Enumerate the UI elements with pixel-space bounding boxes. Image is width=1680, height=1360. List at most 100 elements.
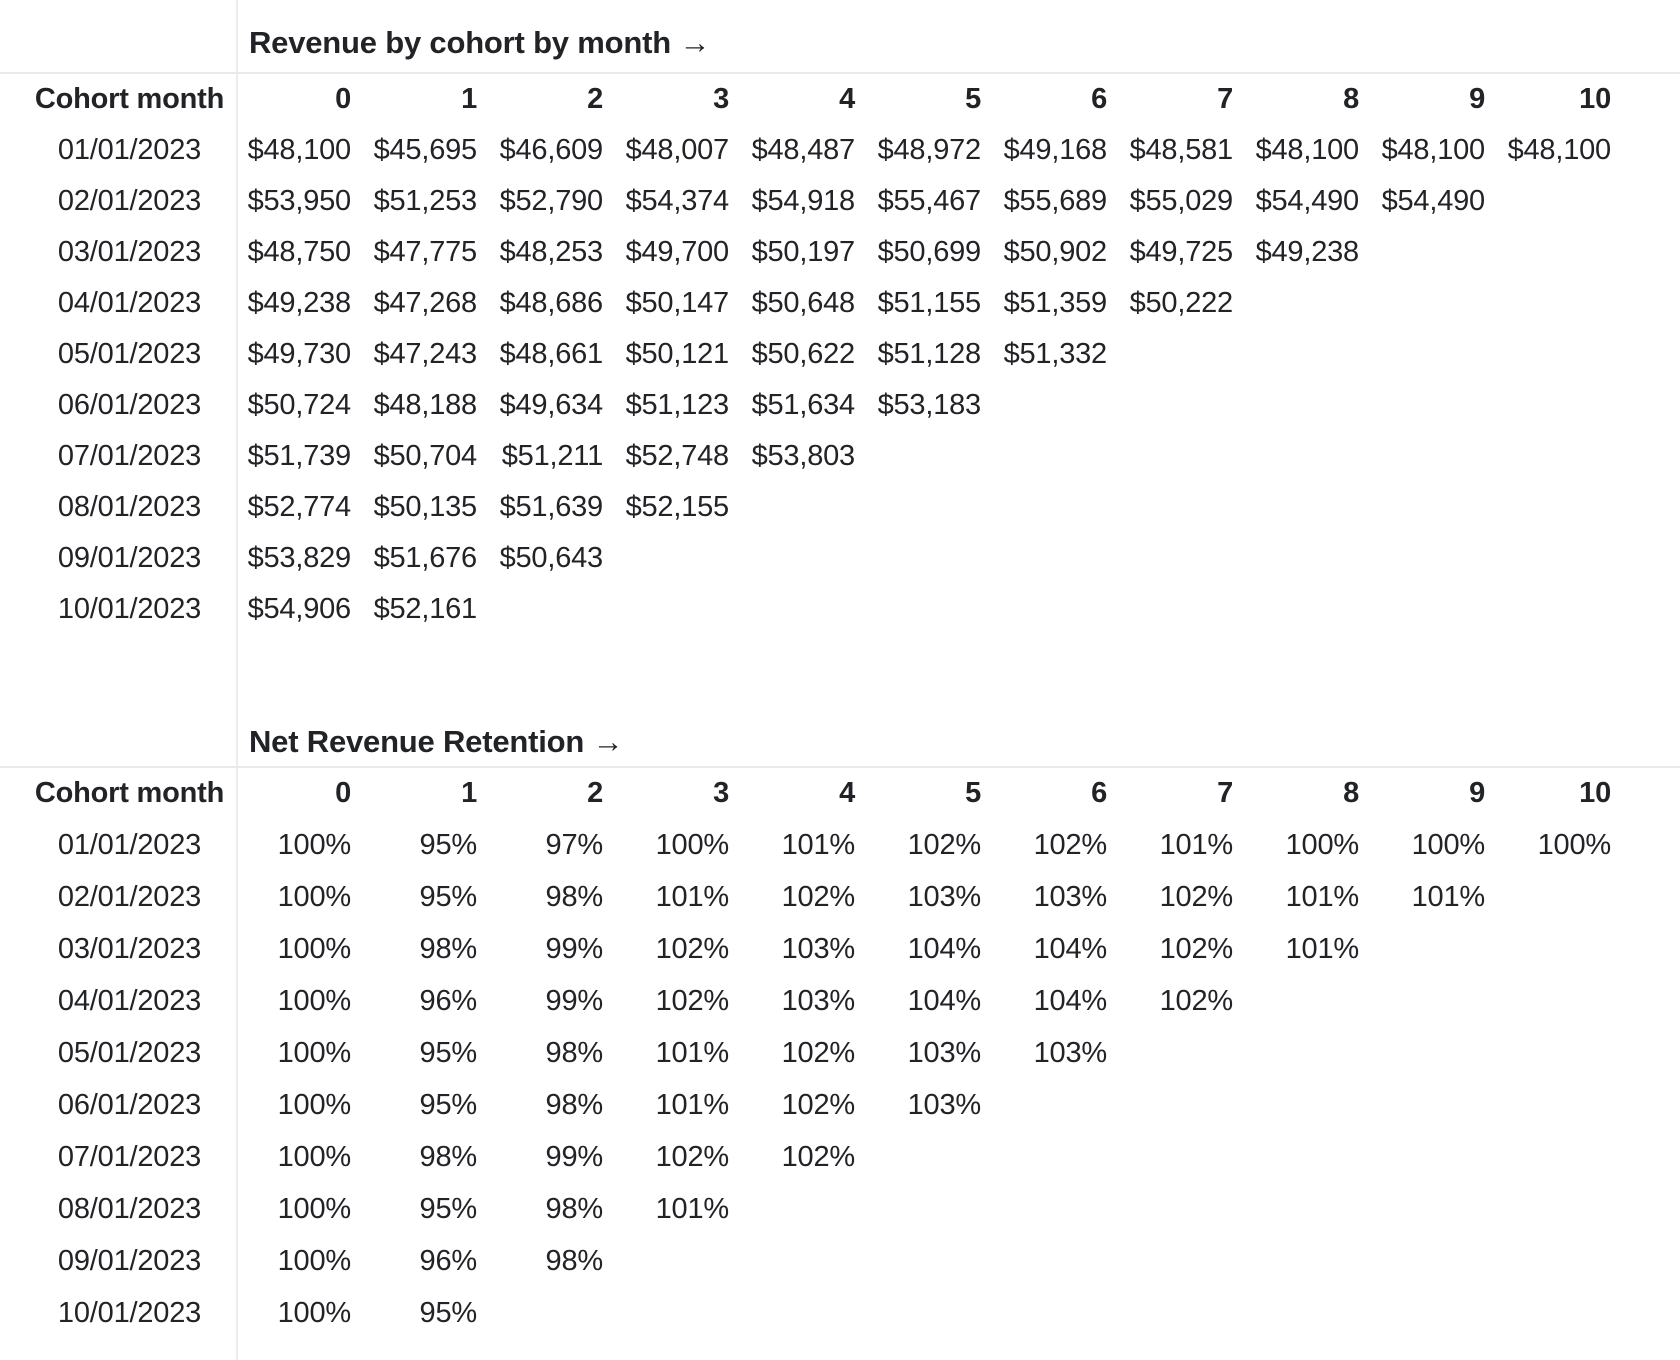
revenue-header-row: Cohort month 0 1 2 3 4 5 6 7 8 9 10 bbox=[0, 74, 1680, 125]
retention-cell: 97% bbox=[545, 828, 604, 861]
retention-table: Cohort month 0 1 2 3 4 5 6 7 8 9 10 01/01/2023 100% 95… bbox=[0, 768, 1680, 1339]
retention-cell: 95% bbox=[419, 1192, 478, 1225]
table-row: 01/01/2023 100% 95% 97% 100% 101% 102% 102% 101%… bbox=[0, 819, 1680, 871]
revenue-cell: $52,155 bbox=[625, 491, 730, 523]
revenue-cell: $48,100 bbox=[247, 134, 352, 166]
revenue-cell: $48,686 bbox=[499, 287, 604, 319]
revenue-cell bbox=[1245, 482, 1371, 533]
cohort-date: 06/01/2023 bbox=[57, 389, 202, 421]
retention-cell: 95% bbox=[419, 1088, 478, 1121]
revenue-cell: $48,750 bbox=[247, 236, 352, 268]
revenue-cell bbox=[1119, 482, 1245, 533]
revenue-cell: $53,183 bbox=[877, 389, 982, 421]
table-row: 02/01/2023 100% 95% 98% 101% 102% 103% 103% 102%… bbox=[0, 871, 1680, 923]
revenue-cell: $53,803 bbox=[751, 440, 856, 472]
header-filler bbox=[1623, 768, 1680, 819]
revenue-cell: $51,211 bbox=[501, 440, 603, 472]
table-row: 03/01/2023 100% 98% 99% 102% 103% 104% 104% 102%… bbox=[0, 923, 1680, 975]
month-index-header: 2 bbox=[587, 83, 603, 115]
revenue-cell: $47,268 bbox=[373, 287, 478, 319]
retention-cell: 101% bbox=[655, 1192, 730, 1225]
revenue-cell: $48,972 bbox=[877, 134, 982, 166]
table-row: 01/01/2023 $48,100 $45,695 $46,609 $48,007 $4… bbox=[0, 125, 1680, 176]
revenue-cell bbox=[1371, 329, 1497, 380]
retention-cell bbox=[1497, 1235, 1623, 1287]
revenue-cell: $48,100 bbox=[1381, 134, 1486, 166]
retention-cell: 104% bbox=[907, 984, 982, 1017]
cohort-date: 04/01/2023 bbox=[57, 287, 202, 319]
retention-cell bbox=[1497, 1079, 1623, 1131]
cohort-date: 05/01/2023 bbox=[57, 1036, 202, 1069]
retention-cell bbox=[1245, 1287, 1371, 1339]
retention-cell bbox=[741, 1287, 867, 1339]
revenue-cell: $51,123 bbox=[625, 389, 730, 421]
table-row: 07/01/2023 $51,739 $50,704 $51,211 $52,748 $5… bbox=[0, 431, 1680, 482]
revenue-cell bbox=[1497, 278, 1623, 329]
retention-cell: 98% bbox=[545, 1244, 604, 1277]
retention-cell: 100% bbox=[277, 1192, 352, 1225]
table-row: 09/01/2023 100% 96% 98% bbox=[0, 1235, 1680, 1287]
retention-cell: 103% bbox=[907, 880, 982, 913]
revenue-cell: $50,902 bbox=[1003, 236, 1108, 268]
month-index-header: 9 bbox=[1469, 83, 1485, 115]
month-index-header: 8 bbox=[1343, 83, 1359, 115]
revenue-cell bbox=[615, 584, 741, 635]
revenue-cell bbox=[1245, 278, 1371, 329]
table-row: 04/01/2023 $49,238 $47,268 $48,686 $50,147 $5… bbox=[0, 278, 1680, 329]
revenue-cell bbox=[1245, 584, 1371, 635]
month-index-header: 3 bbox=[713, 83, 729, 115]
revenue-cell: $51,155 bbox=[877, 287, 982, 319]
retention-cell bbox=[1119, 1235, 1245, 1287]
retention-cell: 95% bbox=[419, 1036, 478, 1069]
retention-cell bbox=[993, 1079, 1119, 1131]
retention-cell: 104% bbox=[1033, 984, 1108, 1017]
retention-table-section: Net Revenue Retention → Cohort month 0 1 2 3… bbox=[0, 717, 1680, 1339]
revenue-cell bbox=[1371, 227, 1497, 278]
revenue-cell: $50,135 bbox=[373, 491, 478, 523]
retention-cell: 102% bbox=[655, 1140, 730, 1173]
retention-cell: 101% bbox=[1285, 880, 1360, 913]
revenue-cell: $51,253 bbox=[373, 185, 478, 217]
month-index-header: 2 bbox=[587, 777, 603, 809]
revenue-cell bbox=[993, 482, 1119, 533]
revenue-cell: $49,168 bbox=[1003, 134, 1108, 166]
revenue-cell bbox=[1497, 329, 1623, 380]
retention-cell: 100% bbox=[655, 828, 730, 861]
retention-cell: 100% bbox=[277, 932, 352, 965]
retention-cell bbox=[1497, 871, 1623, 923]
revenue-cell: $50,643 bbox=[499, 542, 604, 574]
revenue-cell: $54,374 bbox=[625, 185, 730, 217]
revenue-cell bbox=[993, 380, 1119, 431]
retention-cell: 101% bbox=[655, 1088, 730, 1121]
cohort-date: 06/01/2023 bbox=[57, 1088, 202, 1121]
revenue-cell: $49,238 bbox=[1255, 236, 1360, 268]
month-index-header: 10 bbox=[1579, 777, 1611, 809]
revenue-cell bbox=[1371, 380, 1497, 431]
revenue-cell: $52,748 bbox=[625, 440, 730, 472]
retention-cell: 101% bbox=[655, 1036, 730, 1069]
revenue-cell: $48,100 bbox=[1507, 134, 1612, 166]
revenue-cell: $45,695 bbox=[373, 134, 478, 166]
month-index-header: 5 bbox=[965, 777, 981, 809]
retention-cell: 100% bbox=[277, 1036, 352, 1069]
row-filler bbox=[1623, 819, 1680, 871]
revenue-cell bbox=[867, 482, 993, 533]
retention-cell bbox=[1371, 1287, 1497, 1339]
revenue-cell bbox=[1497, 176, 1623, 227]
retention-cell: 104% bbox=[907, 932, 982, 965]
retention-cell bbox=[1497, 1287, 1623, 1339]
revenue-cell: $49,700 bbox=[625, 236, 730, 268]
retention-cell: 95% bbox=[419, 880, 478, 913]
revenue-cell: $49,730 bbox=[247, 338, 352, 370]
month-index-header: 3 bbox=[713, 777, 729, 809]
row-filler bbox=[1623, 1131, 1680, 1183]
retention-cell bbox=[1371, 1079, 1497, 1131]
revenue-cell bbox=[1497, 482, 1623, 533]
revenue-cell: $55,689 bbox=[1003, 185, 1108, 217]
retention-cell bbox=[1497, 923, 1623, 975]
retention-cell bbox=[1245, 1183, 1371, 1235]
revenue-cell bbox=[1497, 584, 1623, 635]
revenue-cell bbox=[1245, 533, 1371, 584]
retention-cell bbox=[1497, 1027, 1623, 1079]
month-index-header: 6 bbox=[1091, 777, 1107, 809]
